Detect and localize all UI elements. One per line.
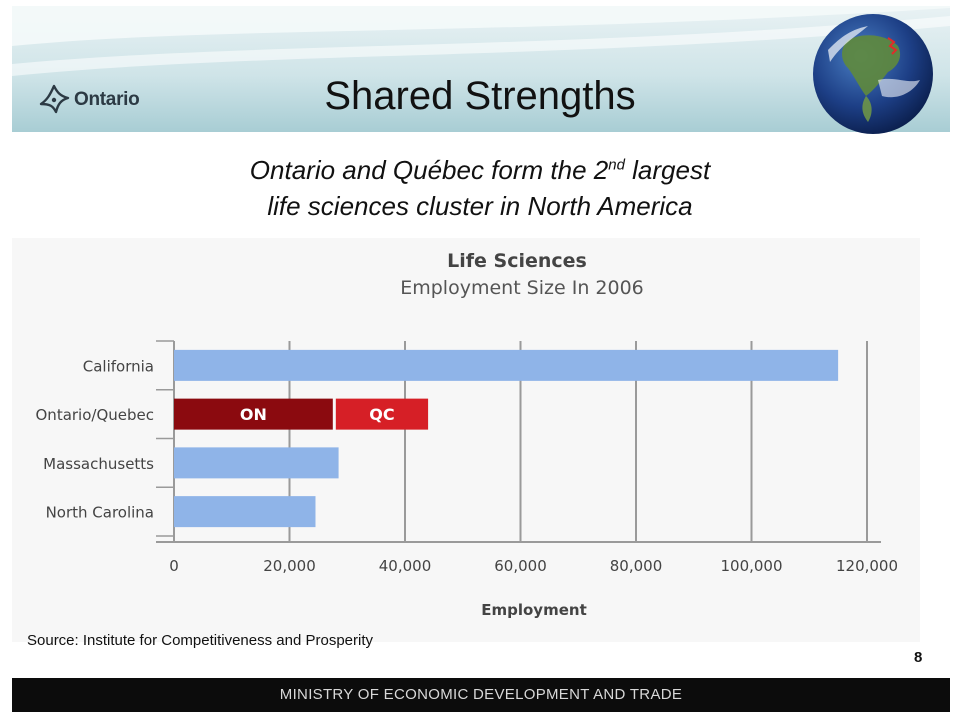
subtitle-text-a: Ontario and Québec form the 2 [249, 155, 609, 185]
chart-panel: Life Sciences Employment Size In 2006 0 20,… [12, 238, 920, 642]
trillium-icon [39, 84, 70, 114]
bar-segment-label: ON [240, 405, 267, 424]
subtitle-text-b: largest [624, 155, 711, 185]
header-swoosh-decoration [12, 6, 950, 76]
x-tick-label: 40,000 [379, 557, 432, 575]
bar [335, 398, 429, 430]
x-tick-label: 80,000 [610, 557, 663, 575]
bar-chart: Life Sciences Employment Size In 2006 0 20,… [36, 250, 899, 619]
bar-segment-label: QC [369, 405, 394, 424]
header-band [12, 6, 950, 132]
bar [174, 349, 839, 381]
footer-bar: MINISTRY OF ECONOMIC DEVELOPMENT AND TRA… [12, 678, 950, 712]
page-number: 8 [914, 649, 923, 666]
ontario-logo: Ontario [36, 80, 140, 120]
x-tick-label: 60,000 [494, 557, 547, 575]
footer-text: MINISTRY OF ECONOMIC DEVELOPMENT AND TRA… [279, 686, 683, 703]
subtitle-superscript: nd [608, 156, 625, 174]
subtitle-line-2: life sciences cluster in North America [267, 191, 693, 221]
category-label: Massachusetts [43, 455, 154, 473]
category-label: North Carolina [46, 504, 154, 522]
source-note: Source: Institute for Competitiveness an… [27, 632, 373, 649]
x-tick-label: 100,000 [720, 557, 782, 575]
x-tick-label: 20,000 [263, 557, 316, 575]
bar [174, 447, 339, 479]
x-axis-title: Employment [481, 601, 587, 619]
logo-text: Ontario [74, 89, 140, 110]
category-label: Ontario/Quebec [36, 406, 155, 424]
subtitle-line-1: Ontario and Québec form the 2nd largest [0, 152, 960, 188]
slide-subtitle: Ontario and Québec form the 2nd largest … [0, 152, 960, 224]
slide-title: Shared Strengths [324, 74, 636, 118]
x-tick-label: 0 [169, 557, 179, 575]
x-tick-label: 120,000 [836, 557, 898, 575]
category-label: California [83, 357, 154, 375]
chart-title: Life Sciences [447, 250, 587, 272]
bar [174, 398, 333, 430]
globe-image [813, 14, 933, 134]
chart-subtitle: Employment Size In 2006 [400, 277, 644, 299]
bar [174, 496, 316, 528]
